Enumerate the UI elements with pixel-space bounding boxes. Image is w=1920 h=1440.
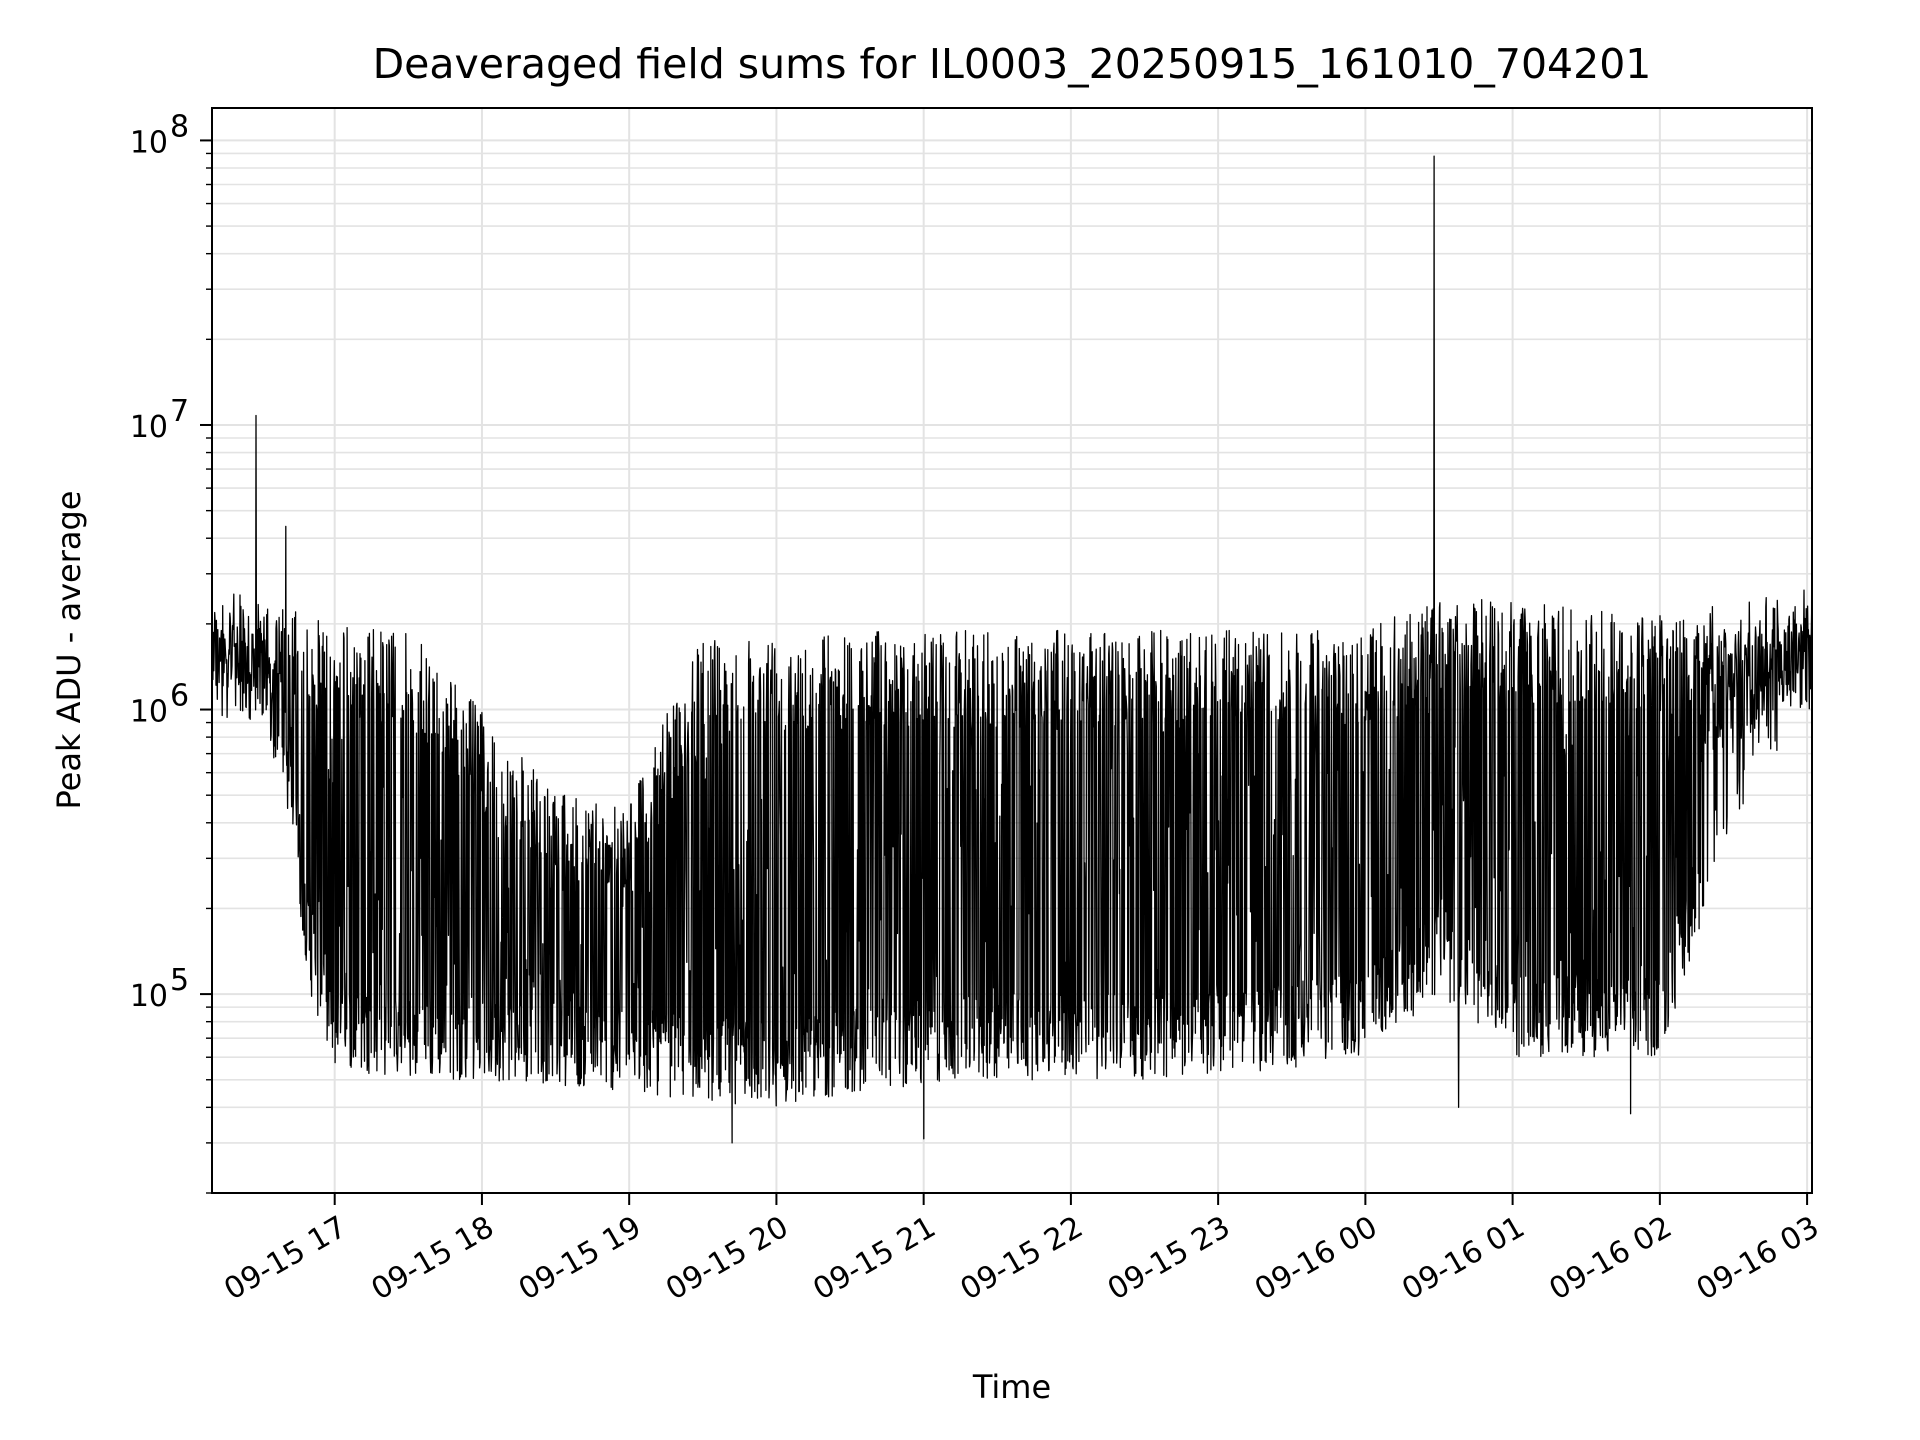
series-line [212,155,1812,1144]
y-axis-label: Peak ADU - average [50,491,88,810]
plot-frame [211,107,1813,1194]
y-tick-exponent: 7 [170,394,189,429]
plot-area [212,155,1812,1144]
y-tick-exponent: 6 [170,679,189,714]
y-tick-exponent: 8 [170,109,189,144]
y-tick-label: 10 [130,410,168,445]
y-tick-label: 10 [130,695,168,730]
y-tick-label: 10 [130,979,168,1014]
series-path [212,155,1812,1144]
y-tick-label: 10 [130,125,168,160]
x-axis-label: Time [972,1368,1051,1406]
y-tick-exponent: 5 [170,963,189,998]
chart-title: Deaveraged field sums for IL0003_2025091… [373,40,1652,88]
